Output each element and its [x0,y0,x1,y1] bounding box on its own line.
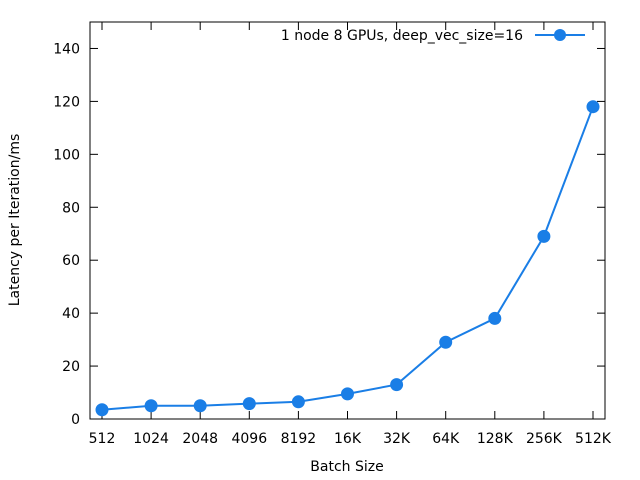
legend-marker [554,29,566,41]
x-tick-label: 2048 [182,431,218,447]
y-tick-label: 0 [71,412,80,428]
y-tick-label: 100 [53,147,80,163]
data-point [341,387,354,401]
y-tick-label: 140 [53,41,80,57]
x-tick-label: 4096 [231,431,267,447]
data-point [291,395,305,409]
y-tick-label: 120 [53,94,80,110]
data-point [488,311,502,325]
x-tick-label: 128K [477,431,514,447]
x-tick-label: 64K [432,431,460,447]
y-tick-label: 40 [62,306,80,322]
x-axis-ticks: 512 1024 2048 4096 8192 16K 32K 64K 128K 256K 512K [89,22,612,447]
legend: 1 node 8 GPUs, deep_vec_size=16 [281,28,585,44]
data-point [586,100,600,114]
y-tick-label: 20 [62,359,80,375]
x-tick-label: 16K [334,431,362,447]
series-line [101,106,594,411]
x-tick-label: 8192 [281,431,317,447]
legend-label: 1 node 8 GPUs, deep_vec_size=16 [281,28,523,44]
x-tick-label: 1024 [133,431,169,447]
data-point [390,378,404,392]
data-point [537,229,551,243]
data-point [144,399,158,413]
series-layer [95,100,600,417]
x-tick-label: 512 [89,431,116,447]
y-axis-label: Latency per Iteration/ms [7,134,23,307]
y-tick-label: 60 [62,253,80,269]
y-tick-label: 80 [62,200,80,216]
x-tick-label: 32K [383,431,411,447]
x-tick-label: 512K [575,431,612,447]
data-point [193,399,207,413]
data-point [95,403,109,417]
y-axis-ticks: 0 20 40 60 80 100 120 140 [53,41,605,428]
plot-frame [89,21,606,420]
x-axis-label: Batch Size [310,459,383,475]
data-point [439,335,453,349]
x-tick-label: 256K [526,431,563,447]
data-point [242,397,256,411]
